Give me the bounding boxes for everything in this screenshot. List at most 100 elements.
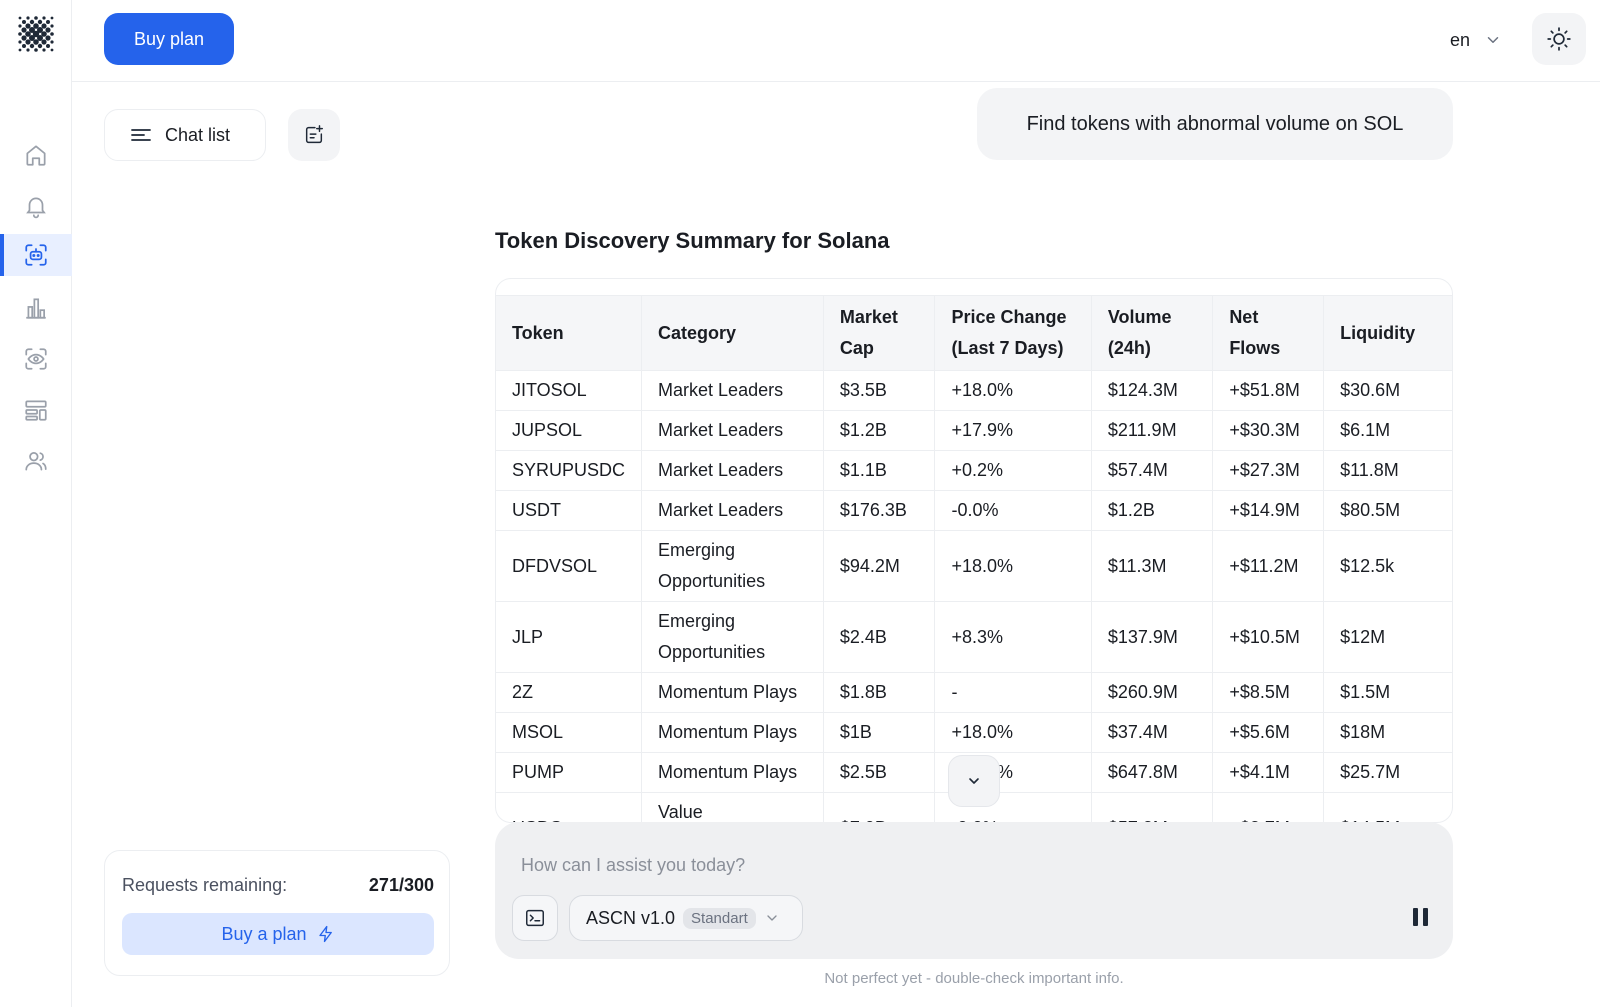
bar-chart-icon [26, 298, 46, 319]
buy-plan-button[interactable]: Buy plan [104, 13, 234, 65]
buy-a-plan-button[interactable]: Buy a plan [122, 913, 434, 955]
cell-token: USDT [496, 490, 643, 531]
message-input[interactable] [521, 850, 1401, 880]
sidebar-item-assistant[interactable] [0, 234, 72, 276]
cell-liquidity: $18M [1323, 712, 1452, 753]
cell-price-change: - [934, 672, 1092, 713]
cell-liquidity: $12M [1323, 601, 1452, 673]
layout-icon [25, 400, 47, 421]
top-bar: Buy plan en [72, 0, 1600, 82]
cell-liquidity: $14.5M [1323, 792, 1452, 822]
cell-price-change: -0.0% [934, 490, 1092, 531]
users-icon [25, 452, 47, 471]
cell-token: PUMP [496, 752, 643, 793]
cell-category: Momentum Plays [641, 712, 824, 753]
cell-category: Emerging Opportunities [641, 601, 824, 673]
cell-market-cap: $1B [822, 712, 936, 753]
cell-volume: $211.9M [1090, 410, 1214, 451]
terminal-button[interactable] [512, 895, 558, 941]
sidebar-item-layouts[interactable] [0, 389, 72, 431]
sidebar-item-alerts[interactable] [0, 185, 72, 227]
lightning-icon [318, 925, 332, 943]
pause-icon-bar [1412, 908, 1418, 926]
cell-volume: $1.2B [1090, 490, 1214, 531]
app-logo[interactable] [14, 12, 58, 56]
terminal-icon [526, 909, 544, 927]
cell-price-change: +18.0% [934, 530, 1092, 602]
cell-volume: $260.9M [1090, 672, 1214, 713]
cell-liquidity: $30.6M [1323, 370, 1452, 411]
token-table-container[interactable]: Token Category Market Cap Price Change (… [495, 278, 1453, 823]
chat-list-button[interactable]: Chat list [104, 109, 266, 161]
cell-category: Market Leaders [641, 410, 824, 451]
new-chat-button[interactable] [288, 109, 340, 161]
cell-market-cap: $2.4B [822, 601, 936, 673]
column-header-net-flows: Net Flows [1212, 295, 1325, 371]
message-composer: ASCN v1.0 Standart [495, 822, 1453, 959]
column-header-liquidity: Liquidity [1323, 295, 1452, 371]
sidebar-item-analytics[interactable] [0, 287, 72, 329]
cell-price-change: +0.2% [934, 450, 1092, 491]
table-row: SYRUPUSDC Market Leaders $1.1B +0.2% $57.4M +… [496, 450, 1452, 491]
model-select[interactable]: ASCN v1.0 Standart [569, 895, 803, 941]
requests-count: 271/300 [368, 875, 434, 895]
cell-net-flows: +$10.5M [1212, 601, 1325, 673]
cell-market-cap: $94.2M [822, 530, 936, 602]
cell-price-change: +8.3% [934, 601, 1092, 673]
column-header-price-change: Price Change (Last 7 Days) [934, 295, 1092, 371]
cell-token: JLP [496, 601, 643, 673]
table-row: MSOL Momentum Plays $1B +18.0% $37.4M +$5.6M $… [496, 712, 1452, 753]
cell-price-change: +18.0% [934, 370, 1092, 411]
column-header-category: Category [641, 295, 824, 371]
chat-list-label: Chat list [165, 124, 231, 145]
home-icon [26, 145, 46, 166]
language-select[interactable]: en [1450, 22, 1502, 58]
column-header-market-cap: Market Cap [822, 295, 936, 371]
cell-category: Value Opportunities [641, 792, 824, 822]
pause-button[interactable] [1405, 902, 1435, 932]
table-row: JLP Emerging Opportunities $2.4B +8.3% $137.… [496, 601, 1452, 673]
cell-net-flows: +$30.3M [1212, 410, 1325, 451]
table-row: 2Z Momentum Plays $1.8B - $260.9M +$8.5M $1.5M [496, 672, 1452, 713]
sidebar-item-watch[interactable] [0, 338, 72, 380]
cell-token: SYRUPUSDC [496, 450, 643, 491]
cell-liquidity: $6.1M [1323, 410, 1452, 451]
cell-volume: $57.3M [1090, 792, 1214, 822]
cell-category: Momentum Plays [641, 672, 824, 713]
chevron-down-icon [767, 915, 777, 921]
requests-label: Requests remaining: [122, 875, 288, 895]
chevron-down-icon [969, 778, 979, 784]
scroll-down-button[interactable] [948, 755, 1000, 807]
sidebar [0, 0, 72, 1007]
cell-token: JUPSOL [496, 410, 643, 451]
cell-market-cap: $2.5B [822, 752, 936, 793]
cell-category: Market Leaders [641, 490, 824, 531]
pause-icon-bar [1422, 908, 1428, 926]
sidebar-item-home[interactable] [0, 134, 72, 176]
column-header-volume: Volume (24h) [1090, 295, 1214, 371]
cell-volume: $124.3M [1090, 370, 1214, 411]
theme-toggle-button[interactable] [1532, 13, 1586, 65]
table-row: USDSValue Opportunities$7.9B-0.0%$57.3M+… [496, 792, 1452, 822]
cell-token: MSOL [496, 712, 643, 753]
cell-market-cap: $1.2B [822, 410, 936, 451]
cell-liquidity: $1.5M [1323, 672, 1452, 713]
cell-net-flows: +$4.1M [1212, 752, 1325, 793]
cell-market-cap: $7.9B [822, 792, 936, 822]
cell-net-flows: +$14.9M [1212, 490, 1325, 531]
requests-card: Requests remaining: 271/300 Buy a plan [104, 850, 450, 976]
model-name: ASCN v1.0 [586, 907, 676, 928]
sidebar-item-community[interactable] [0, 440, 72, 482]
cell-price-change: +18.0% [934, 712, 1092, 753]
summary-title: Token Discovery Summary for Solana [495, 228, 890, 253]
cell-category: Market Leaders [641, 370, 824, 411]
cell-category: Market Leaders [641, 450, 824, 491]
cell-liquidity: $25.7M [1323, 752, 1452, 793]
table-row: DFDVSOL Emerging Opportunities $94.2M +18.0… [496, 530, 1452, 602]
requests-row: Requests remaining: 271/300 [122, 875, 434, 896]
eye-scan-icon [25, 348, 47, 370]
cell-volume: $37.4M [1090, 712, 1214, 753]
column-header-token: Token [496, 295, 643, 371]
cell-liquidity: $11.8M [1323, 450, 1452, 491]
sun-icon [1547, 27, 1571, 51]
